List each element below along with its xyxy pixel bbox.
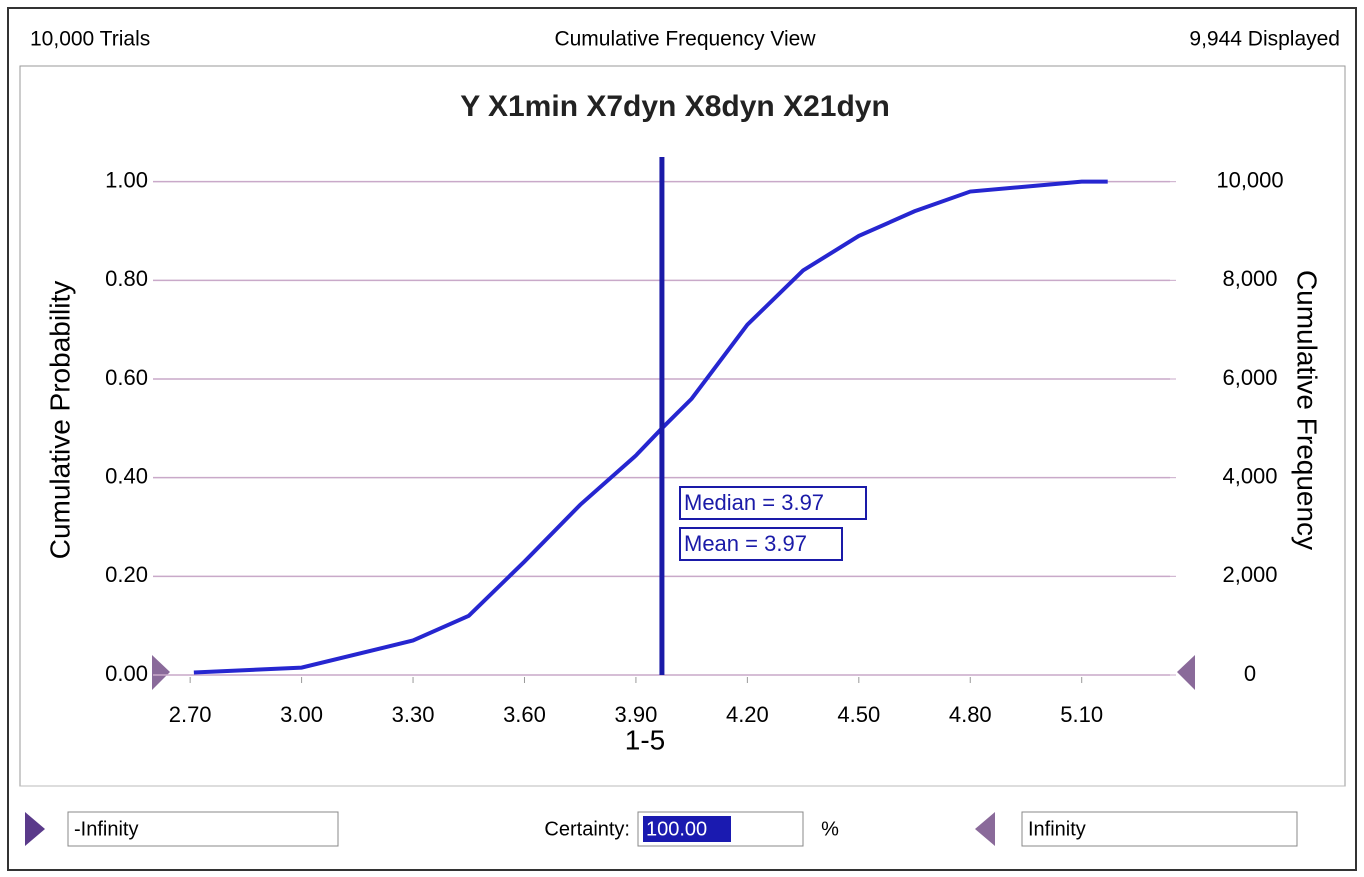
y2-tick-label: 8,000 bbox=[1222, 266, 1277, 291]
upper-field[interactable]: Infinity bbox=[1022, 812, 1297, 846]
x-tick-label: 3.90 bbox=[615, 702, 658, 727]
view-label: Cumulative Frequency View bbox=[554, 28, 816, 51]
chart-panel bbox=[20, 66, 1345, 786]
x-tick-label: 2.70 bbox=[169, 702, 212, 727]
y2-tick-label: 4,000 bbox=[1222, 463, 1277, 488]
trials-label: 10,000 Trials bbox=[30, 28, 150, 51]
x-tick-label: 3.00 bbox=[280, 702, 323, 727]
unit-label: % bbox=[821, 818, 839, 840]
x-tick-label: 4.80 bbox=[949, 702, 992, 727]
certainty-value: 100.00 bbox=[646, 818, 707, 840]
x-tick-label: 3.30 bbox=[392, 702, 435, 727]
chart-title: Y X1min X7dyn X8dyn X21dyn bbox=[460, 90, 890, 123]
certainty-field[interactable]: 100.00 bbox=[638, 812, 803, 846]
annotation-text: Median = 3.97 bbox=[684, 490, 824, 515]
x-axis-label: 1-5 bbox=[625, 724, 665, 755]
y-tick-label: 0.40 bbox=[105, 463, 148, 488]
lower-value: -Infinity bbox=[74, 818, 138, 840]
y-tick-label: 0.00 bbox=[105, 661, 148, 686]
lower-field[interactable]: -Infinity bbox=[68, 812, 338, 846]
y-tick-label: 0.80 bbox=[105, 266, 148, 291]
y-tick-label: 1.00 bbox=[105, 167, 148, 192]
app-window: 10,000 Trials Cumulative Frequency View … bbox=[0, 0, 1364, 877]
x-tick-label: 4.20 bbox=[726, 702, 769, 727]
y2-tick-label: 2,000 bbox=[1222, 562, 1277, 587]
certainty-label: Certainty: bbox=[544, 818, 630, 840]
y-axis-label: Cumulative Probability bbox=[44, 281, 75, 560]
y2-tick-label: 6,000 bbox=[1222, 365, 1277, 390]
x-tick-label: 3.60 bbox=[503, 702, 546, 727]
y2-tick-label: 10,000 bbox=[1216, 167, 1283, 192]
y-tick-label: 0.20 bbox=[105, 562, 148, 587]
y2-tick-label: 0 bbox=[1244, 661, 1256, 686]
x-tick-label: 5.10 bbox=[1060, 702, 1103, 727]
displayed-label: 9,944 Displayed bbox=[1189, 28, 1340, 51]
y-tick-label: 0.60 bbox=[105, 365, 148, 390]
upper-value: Infinity bbox=[1028, 818, 1086, 840]
x-tick-label: 4.50 bbox=[837, 702, 880, 727]
annotation-text: Mean = 3.97 bbox=[684, 531, 807, 556]
y2-axis-label: Cumulative Frequency bbox=[1292, 270, 1323, 550]
